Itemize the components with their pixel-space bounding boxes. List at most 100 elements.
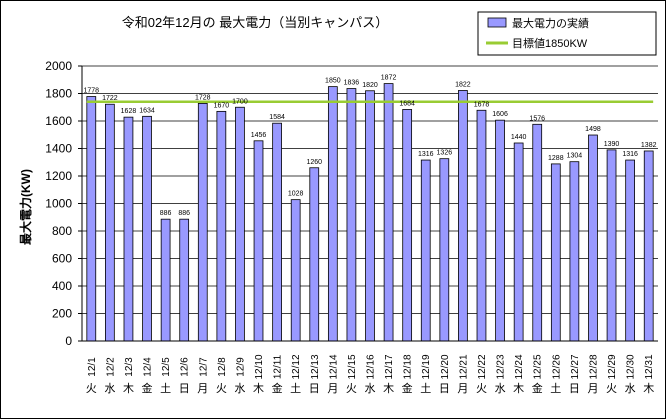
x-tick-label: 12/6 xyxy=(180,357,191,377)
x-tick-label: 12/11 xyxy=(273,354,284,379)
x-tick-label: 12/27 xyxy=(570,354,581,379)
bar xyxy=(216,110,227,342)
weekday-label: 金 xyxy=(532,381,543,395)
bar-value-label: 1576 xyxy=(529,115,545,122)
x-tick-label: 12/10 xyxy=(254,354,265,379)
x-tick-label: 12/8 xyxy=(217,357,228,377)
y-tick-label: 1800 xyxy=(45,87,72,101)
y-tick-label: 600 xyxy=(52,252,72,266)
bar-value-label: 1872 xyxy=(381,75,397,82)
chart-title: 令和02年12月の 最大電力（当別キャンパス） xyxy=(122,15,389,30)
weekday-label: 水 xyxy=(365,382,376,395)
bar xyxy=(588,134,598,342)
weekday-label: 火 xyxy=(86,383,97,395)
bar xyxy=(105,103,115,342)
weekday-label: 水 xyxy=(495,382,506,395)
y-tick-label: 1400 xyxy=(45,142,72,156)
weekday-label: 金 xyxy=(142,381,153,395)
bar-value-label: 886 xyxy=(160,210,172,217)
legend-bar-label: 最大電力の実績 xyxy=(512,16,589,30)
x-tick-label: 12/21 xyxy=(458,354,469,379)
weekday-label: 木 xyxy=(123,382,134,395)
bar-value-label: 1606 xyxy=(492,111,508,118)
x-tick-label: 12/17 xyxy=(384,354,395,379)
x-tick-label: 12/14 xyxy=(328,354,339,379)
x-tick-label: 12/23 xyxy=(496,354,507,379)
bar xyxy=(160,218,171,342)
bar xyxy=(86,96,97,342)
x-tick-label: 12/16 xyxy=(366,354,377,379)
bar xyxy=(513,142,524,342)
bar xyxy=(495,119,505,342)
x-tick-label: 12/28 xyxy=(588,354,599,379)
bar-value-label: 1836 xyxy=(344,80,360,87)
weekday-label: 月 xyxy=(587,383,598,395)
bar xyxy=(272,122,282,342)
x-tick-label: 12/12 xyxy=(291,354,302,379)
bar xyxy=(532,123,543,342)
bar-value-label: 1822 xyxy=(455,81,471,88)
bar xyxy=(550,163,561,342)
x-tick-label: 12/2 xyxy=(105,357,116,377)
bar xyxy=(458,90,468,342)
bar-value-label: 1678 xyxy=(474,101,490,108)
weekday-label: 木 xyxy=(643,382,654,395)
y-tick-label: 1000 xyxy=(45,197,72,211)
weekday-label: 月 xyxy=(457,383,468,395)
y-tick-label: 1200 xyxy=(45,169,72,183)
bar xyxy=(476,109,487,342)
bar xyxy=(327,86,338,342)
x-tick-label: 12/3 xyxy=(124,357,135,377)
x-tick-label: 12/26 xyxy=(551,354,562,379)
weekday-label: 日 xyxy=(569,383,580,395)
labels: 0 200 400 600 800 1000 1200 1400 1600 1800 2000 177… xyxy=(45,59,656,395)
x-tick-label: 12/31 xyxy=(644,354,655,379)
weekday-label: 火 xyxy=(476,383,487,395)
bar xyxy=(142,115,152,342)
x-tick-label: 12/13 xyxy=(310,354,321,379)
bars xyxy=(86,83,654,342)
weekday-label: 月 xyxy=(327,383,338,395)
bar xyxy=(235,106,245,342)
weekday-label: 木 xyxy=(383,382,394,395)
bar xyxy=(290,199,301,342)
bar-value-label: 1684 xyxy=(399,100,415,107)
y-tick-label: 800 xyxy=(52,224,72,238)
bar xyxy=(365,90,375,342)
x-tick-label: 12/9 xyxy=(235,357,246,377)
bar xyxy=(569,161,580,342)
bar-value-label: 1700 xyxy=(232,98,248,105)
x-tick-label: 12/1 xyxy=(87,357,98,377)
weekday-label: 金 xyxy=(272,381,283,395)
weekday-label: 日 xyxy=(179,383,190,395)
bar-value-label: 1584 xyxy=(269,114,285,121)
bar-value-label: 1260 xyxy=(306,159,322,166)
x-tick-label: 12/20 xyxy=(440,354,451,379)
bar xyxy=(439,158,450,342)
weekday-label: 月 xyxy=(197,383,208,395)
weekday-label: 水 xyxy=(234,382,245,395)
bar-value-label: 1316 xyxy=(418,151,434,158)
weekday-label: 土 xyxy=(160,382,171,395)
bar-value-label: 1390 xyxy=(604,141,620,148)
x-tick-label: 12/15 xyxy=(347,354,358,379)
bar-value-label: 1728 xyxy=(195,94,211,101)
x-tick-label: 12/24 xyxy=(514,354,525,379)
legend-target-label: 目標値1850KW xyxy=(512,36,588,50)
x-tick-label: 12/5 xyxy=(161,357,172,377)
bar xyxy=(197,103,208,342)
legend-box xyxy=(477,11,657,56)
y-tick-label: 200 xyxy=(52,307,72,321)
weekday-label: 水 xyxy=(104,382,115,395)
bar-value-label: 1382 xyxy=(641,142,657,149)
weekday-label: 金 xyxy=(402,381,413,395)
axes xyxy=(78,65,658,342)
bar xyxy=(643,150,654,342)
bar-value-label: 1634 xyxy=(139,107,155,114)
bar-value-label: 1498 xyxy=(585,126,601,133)
y-tick-label: 0 xyxy=(65,334,72,348)
bar-value-label: 1288 xyxy=(548,155,564,162)
bar xyxy=(179,218,190,342)
y-tick-label: 400 xyxy=(52,279,72,293)
